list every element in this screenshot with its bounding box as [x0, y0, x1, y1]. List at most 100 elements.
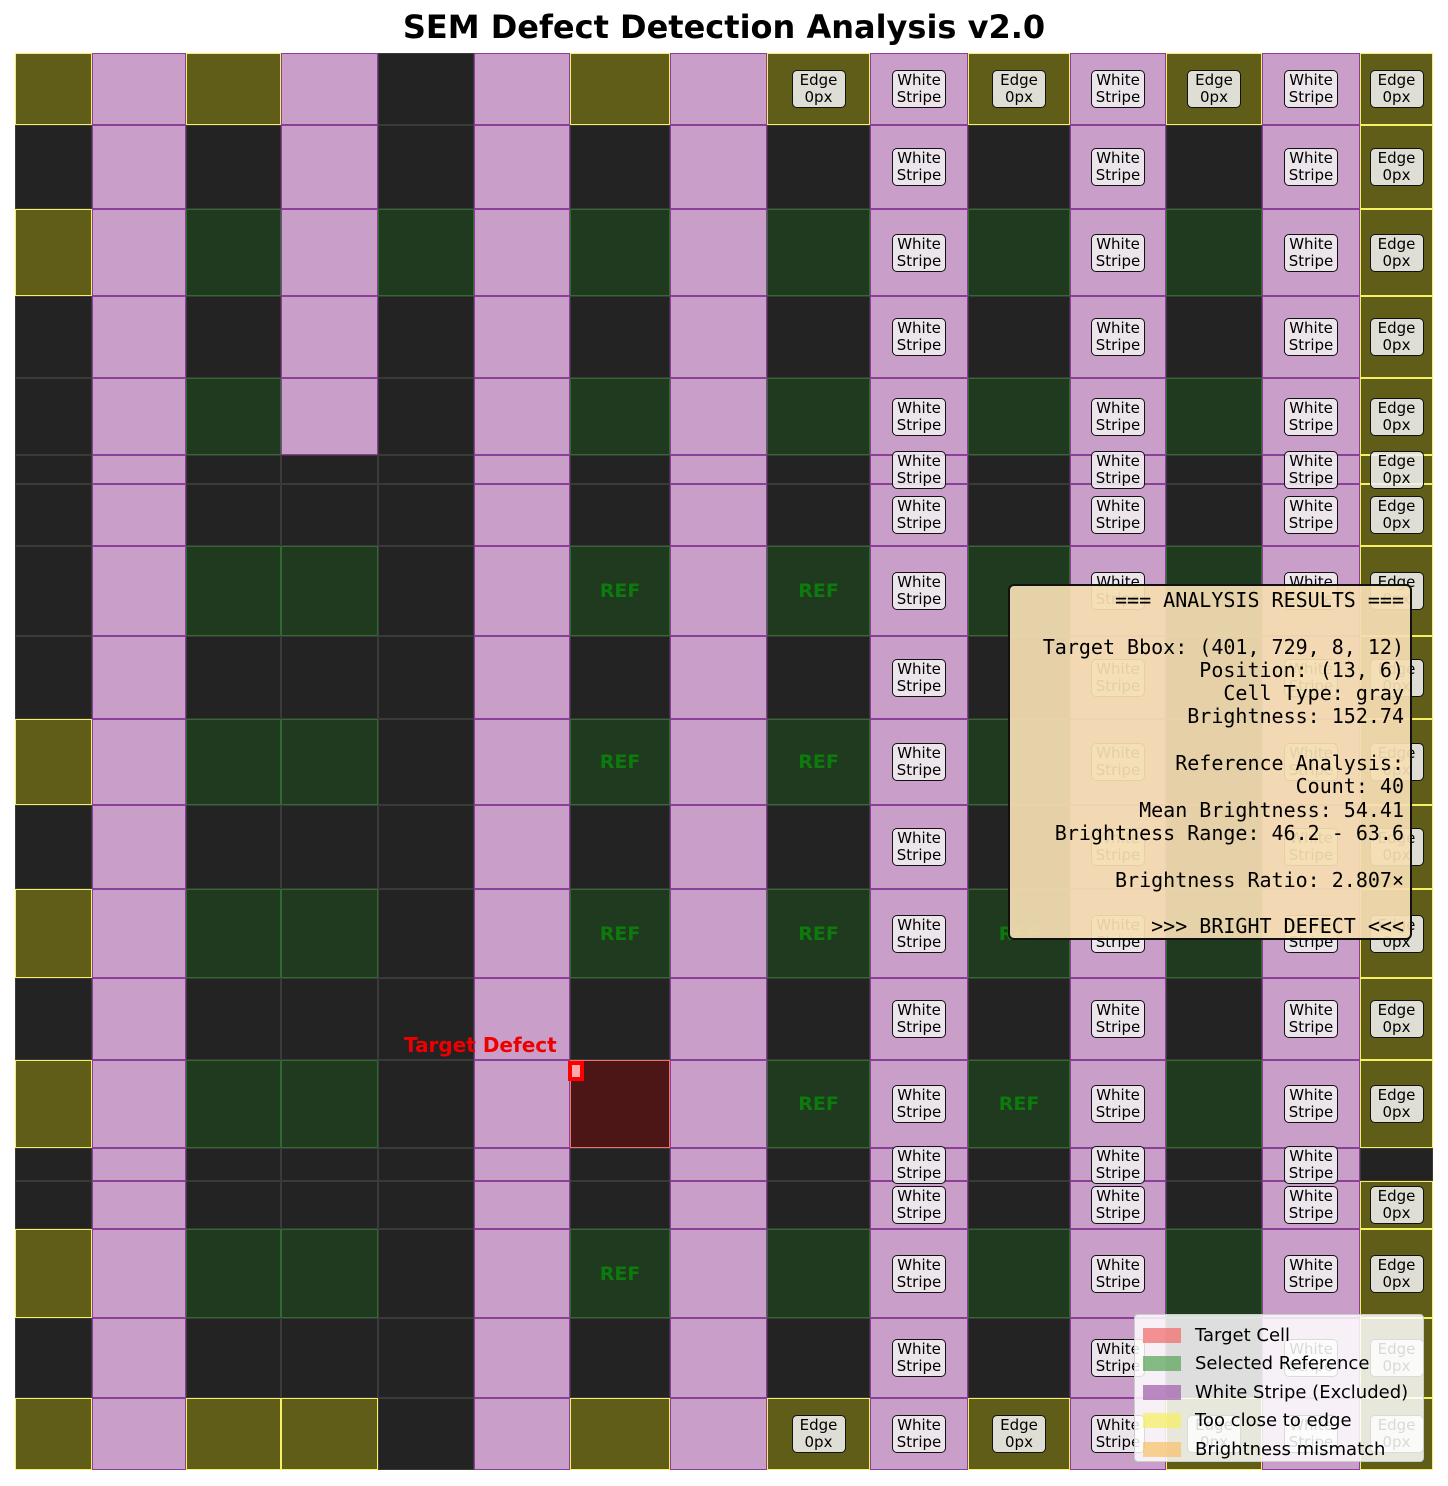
cell-label: White Stripe [1284, 1145, 1338, 1184]
grid-cell [767, 978, 870, 1060]
grid-cell [15, 209, 92, 296]
grid-cell [670, 1148, 767, 1181]
grid-cell [474, 889, 570, 978]
cell-label: White Stripe [1284, 318, 1338, 356]
legend-label: Target Cell [1195, 1324, 1291, 1346]
cell-label: White Stripe [1091, 1145, 1145, 1184]
cell-label: White Stripe [1091, 1085, 1145, 1123]
grid-cell [1360, 1148, 1433, 1181]
cell-label: White Stripe [892, 914, 946, 953]
cell-label: White Stripe [892, 233, 946, 272]
cell-label: White Stripe [1091, 1186, 1145, 1224]
grid-cell [767, 546, 870, 636]
grid-cell [378, 484, 474, 546]
grid-cell [968, 378, 1070, 455]
grid-cell [968, 978, 1070, 1060]
grid-cell [474, 1181, 570, 1229]
grid-cell [570, 1398, 670, 1470]
ref-label: REF [798, 580, 839, 602]
cell-label: Edge 0px [1187, 70, 1241, 108]
legend-swatch [1143, 1356, 1181, 1372]
cell-label: White Stripe [892, 1000, 946, 1038]
grid-cell [92, 719, 186, 805]
grid-cell [474, 1229, 570, 1318]
grid-cell [281, 546, 378, 636]
grid-cell [670, 484, 767, 546]
grid-cell [1166, 455, 1262, 484]
grid-cell [670, 889, 767, 978]
ref-label: REF [599, 922, 641, 945]
cell-label: White Stripe [1091, 1254, 1145, 1293]
results-paragraph: Brightness Ratio: 2.807× [1016, 867, 1404, 892]
results-line: Cell Type: gray [1223, 681, 1404, 706]
cell-label: White Stripe [1091, 1000, 1145, 1038]
grid-cell [767, 1060, 870, 1148]
grid-cell [15, 1398, 92, 1470]
grid-cell [186, 455, 281, 484]
grid-cell [186, 1318, 281, 1398]
grid-cell [92, 978, 186, 1060]
grid-cell [670, 378, 767, 455]
grid-cell [474, 1148, 570, 1181]
grid-cell [186, 636, 281, 719]
cell-label: White Stripe [892, 148, 946, 186]
cell-label: White Stripe [1284, 450, 1338, 489]
grid-cell [378, 125, 474, 209]
grid-cell [670, 1060, 767, 1148]
grid-cell [474, 978, 570, 1060]
legend-swatch [1143, 1413, 1181, 1429]
results-line: Target Bbox: (401, 729, 8, 12) [1042, 634, 1404, 659]
grid-cell [474, 719, 570, 805]
grid-cell [15, 719, 92, 805]
cell-label: White Stripe [1284, 1254, 1338, 1293]
legend-label: Selected Reference [1195, 1353, 1370, 1375]
results-line: Brightness Ratio: 2.807× [1115, 867, 1404, 892]
grid-cell [281, 978, 378, 1060]
grid-cell [670, 978, 767, 1060]
legend-label: Brightness mismatch [1195, 1438, 1386, 1460]
defect-box [568, 1061, 584, 1081]
grid-cell [570, 125, 670, 209]
grid-cell [767, 1148, 870, 1181]
legend-item: White Stripe (Excluded) [1143, 1378, 1415, 1407]
grid-cell [92, 636, 186, 719]
results-line: >>> BRIGHT DEFECT <<< [1151, 914, 1404, 939]
grid-cell [378, 1318, 474, 1398]
grid-cell [281, 1181, 378, 1229]
grid-cell [378, 1181, 474, 1229]
legend-swatch [1143, 1384, 1181, 1400]
results-line: === ANALYSIS RESULTS === [1115, 588, 1404, 612]
cell-label: White Stripe [892, 572, 946, 610]
grid-cell [92, 209, 186, 296]
grid-cell [767, 484, 870, 546]
results-line: Mean Brightness: 54.41 [1139, 797, 1404, 822]
cell-label: White Stripe [892, 450, 946, 489]
grid-cell [281, 1060, 378, 1148]
cell-label: White Stripe [1284, 1186, 1338, 1224]
grid-cell [281, 484, 378, 546]
grid-cell [1166, 978, 1262, 1060]
grid-cell [15, 636, 92, 719]
grid-cell [670, 125, 767, 209]
grid-cell [15, 296, 92, 378]
grid-cell [281, 719, 378, 805]
results-line: Brightness: 152.74 [1187, 704, 1404, 729]
grid-cell [570, 1229, 670, 1318]
cell-label: White Stripe [892, 1145, 946, 1184]
cell-label: White Stripe [892, 70, 946, 108]
grid-cell [570, 889, 670, 978]
grid-cell [186, 53, 281, 125]
cell-label: White Stripe [892, 1415, 946, 1453]
grid-cell [570, 1060, 670, 1148]
grid-cell [474, 125, 570, 209]
cell-label: Edge 0px [1369, 1254, 1424, 1293]
grid-cell [281, 636, 378, 719]
grid-cell [92, 1398, 186, 1470]
grid-cell [378, 1229, 474, 1318]
grid-cell [570, 1148, 670, 1181]
cell-label: Edge 0px [1369, 450, 1424, 489]
grid-cell [15, 455, 92, 484]
cell-label: Edge 0px [992, 70, 1046, 108]
grid-cell [281, 53, 378, 125]
grid-cell [670, 455, 767, 484]
